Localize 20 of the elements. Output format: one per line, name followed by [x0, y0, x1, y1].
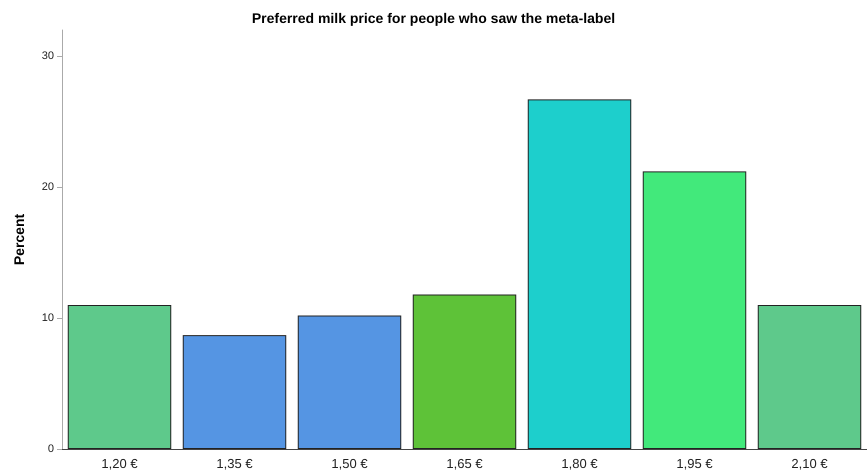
- x-tick-label: 1,35 €: [216, 456, 254, 471]
- bar: [528, 99, 632, 449]
- bar: [68, 304, 172, 449]
- y-axis-title: Percent: [11, 213, 27, 266]
- bar: [642, 171, 746, 449]
- chart-title: Preferred milk price for people who saw the meta-label: [252, 10, 616, 26]
- y-tick-label: 30: [42, 50, 54, 62]
- x-tick-label: 1,65 €: [446, 456, 484, 471]
- x-tick-label: 1,50 €: [331, 456, 368, 471]
- x-tick-label: 2,10 €: [791, 456, 828, 471]
- y-tick-label: 10: [42, 312, 54, 324]
- bar: [182, 335, 286, 449]
- x-tick-label: 1,95 €: [676, 456, 714, 471]
- x-tick-label: 1,80 €: [561, 456, 598, 471]
- bar: [758, 304, 862, 449]
- y-tick-label: 20: [42, 181, 54, 194]
- bar: [412, 294, 516, 449]
- y-tick-label: 0: [48, 443, 54, 455]
- x-tick-label: 1,20 €: [101, 456, 138, 471]
- bar: [298, 315, 402, 449]
